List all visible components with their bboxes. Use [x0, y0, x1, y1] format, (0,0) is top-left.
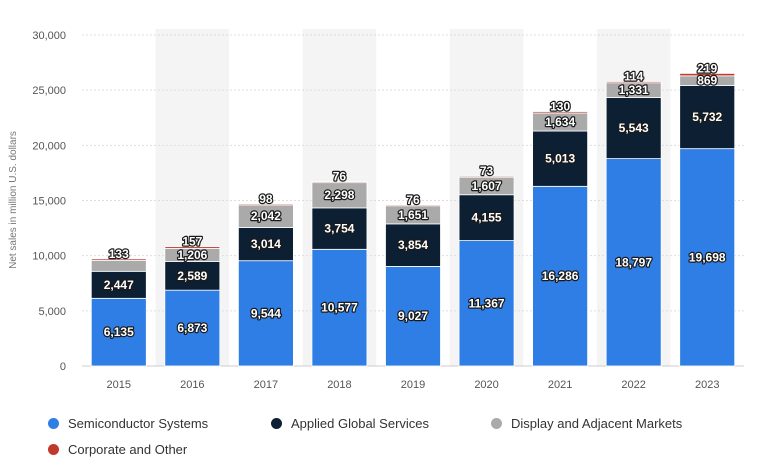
- x-tick-label: 2018: [327, 379, 351, 391]
- legend-label: Display and Adjacent Markets: [511, 416, 683, 431]
- bar-segment: [311, 207, 368, 250]
- x-tick-label: 2019: [401, 379, 425, 391]
- bar-segment: [679, 73, 736, 77]
- bar-segment: [605, 81, 662, 84]
- bar-segments: [90, 73, 736, 367]
- x-axis: 2015 2016 2017 2018 2019 2020 2021 2022 2023: [107, 379, 720, 391]
- legend-marker-icon: [491, 418, 502, 429]
- data-label: 3,754: [324, 222, 354, 236]
- bar-segment: [605, 158, 662, 367]
- data-label: 133: [109, 247, 129, 261]
- x-tick-label: 2016: [180, 379, 204, 391]
- bar-segment: [679, 85, 736, 150]
- bar-segment: [458, 175, 515, 178]
- data-label: 11,367: [469, 296, 505, 310]
- bar-segment: [90, 297, 147, 367]
- y-tick-label: 15,000: [32, 196, 66, 208]
- legend-label: Semiconductor Systems: [68, 416, 209, 431]
- data-label: 2,042: [251, 209, 281, 223]
- x-tick-label: 2022: [621, 379, 645, 391]
- data-label: 4,155: [472, 211, 502, 225]
- data-label: 1,331: [619, 83, 649, 97]
- data-label: 1,607: [472, 179, 502, 193]
- y-tick-label: 5,000: [38, 306, 66, 318]
- data-label: 157: [182, 235, 202, 249]
- data-label: 5,732: [692, 110, 722, 124]
- y-axis-title: Net sales in million U.S. dollars: [8, 131, 19, 269]
- data-label: 2,447: [104, 278, 134, 292]
- data-label: 2,298: [324, 188, 354, 202]
- data-label: 9,027: [398, 309, 428, 323]
- bar-segment: [458, 194, 515, 241]
- legend-marker-icon: [48, 418, 59, 429]
- bar-segment: [532, 185, 589, 367]
- legend-item-display-and-adjacent-markets[interactable]: Display and Adjacent Markets: [491, 416, 682, 431]
- x-tick-label: 2021: [548, 379, 572, 391]
- bar-segment: [532, 111, 589, 114]
- y-tick-label: 25,000: [32, 85, 66, 97]
- bar-segment: [605, 97, 662, 160]
- y-tick-label: 10,000: [32, 251, 66, 263]
- data-label: 76: [406, 193, 420, 207]
- bar-segment: [311, 181, 368, 184]
- data-label: 9,544: [251, 306, 281, 320]
- data-label: 98: [259, 192, 273, 206]
- data-label: 6,135: [104, 325, 134, 339]
- legend-label: Corporate and Other: [68, 442, 188, 457]
- bar-segment: [237, 203, 294, 206]
- bar-segment: [164, 246, 221, 249]
- legend-item-corporate-and-other[interactable]: Corporate and Other: [48, 442, 187, 457]
- bar-segment: [90, 258, 147, 261]
- bar-segment: [532, 130, 589, 187]
- y-tick-label: 30,000: [32, 30, 66, 42]
- data-label: 3,014: [251, 237, 281, 251]
- data-label: 2,589: [177, 269, 207, 283]
- data-label: 5,543: [619, 121, 649, 135]
- legend-marker-icon: [48, 444, 59, 455]
- data-label: 73: [480, 164, 494, 178]
- y-tick-label: 20,000: [32, 140, 66, 152]
- data-label: 6,873: [177, 321, 207, 335]
- data-label: 3,854: [398, 238, 428, 252]
- y-tick-label: 0: [60, 361, 66, 373]
- bar-segment: [90, 259, 147, 272]
- bar-segment: [164, 261, 221, 291]
- y-axis: 0 5,000 10,000 15,000 20,000 25,000 30,000: [32, 30, 66, 373]
- data-label: 114: [624, 70, 644, 84]
- bar-segment: [90, 270, 147, 299]
- data-label: 18,797: [615, 255, 652, 269]
- data-label: 130: [550, 100, 570, 114]
- legend-item-semiconductor-systems[interactable]: Semiconductor Systems: [48, 416, 208, 431]
- data-label: 1,651: [398, 208, 428, 222]
- bar-segment: [311, 248, 368, 367]
- data-label: 16,286: [542, 269, 579, 283]
- data-label: 869: [697, 74, 717, 88]
- x-tick-label: 2015: [107, 379, 131, 391]
- bar-segment: [237, 260, 294, 367]
- data-label: 1,206: [177, 248, 207, 262]
- legend-item-applied-global-services[interactable]: Applied Global Services: [271, 416, 429, 431]
- x-tick-label: 2020: [474, 379, 498, 391]
- legend-label: Applied Global Services: [291, 416, 430, 431]
- x-tick-label: 2017: [254, 379, 278, 391]
- data-label: 10,577: [321, 301, 358, 315]
- x-tick-label: 2023: [695, 379, 719, 391]
- data-label: 1,634: [545, 115, 575, 129]
- bar-segment: [385, 204, 441, 207]
- data-label: 76: [333, 170, 347, 184]
- data-label: 19,698: [689, 250, 726, 264]
- bar-segment: [237, 227, 294, 262]
- data-label: 219: [697, 61, 717, 75]
- legend-marker-icon: [271, 418, 282, 429]
- data-label: 5,013: [545, 152, 575, 166]
